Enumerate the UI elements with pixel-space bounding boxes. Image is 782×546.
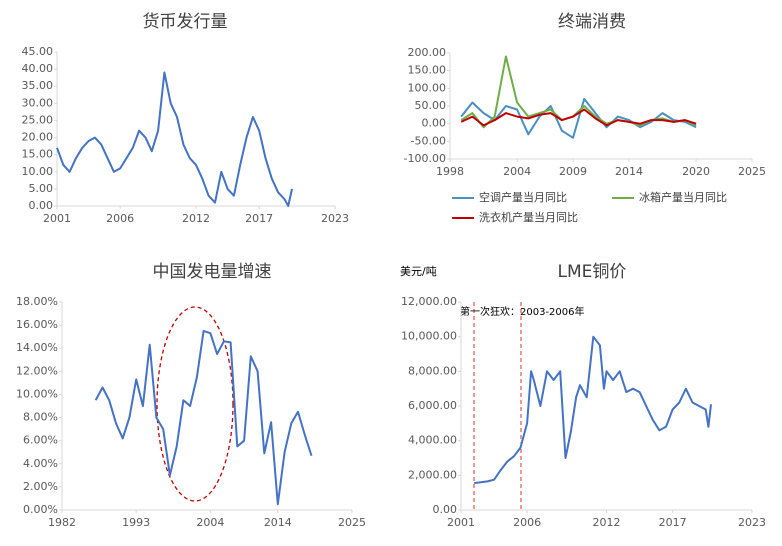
y-tick-label: 16.00% (16, 318, 58, 331)
x-tick-label: 2023 (738, 516, 766, 529)
y-tick-label: 5.00 (29, 182, 54, 195)
y-tick-label: 0.00 (433, 503, 458, 516)
line (474, 335, 712, 485)
y-tick-label: 0.00 (422, 117, 447, 130)
line (460, 108, 697, 127)
y-tick-label: 30.00 (22, 96, 54, 109)
y-tick-label: 45.00 (22, 45, 54, 58)
y-tick-label: 8.00% (23, 411, 58, 424)
x-tick-label: 2012 (593, 516, 621, 529)
y-tick-label: 10,000.00 (401, 330, 457, 343)
y-tick-label: 4,000.00 (408, 434, 457, 447)
legend-label: 冰箱产量当月同比 (639, 190, 727, 204)
x-tick-label: 2025 (338, 516, 366, 529)
y-tick-label: 14.00% (16, 341, 58, 354)
y-tick-label: 4.00% (23, 457, 58, 470)
annotation: 第一次狂欢：2003-2006年 (460, 305, 585, 318)
y-tick-label: 2.00% (23, 480, 58, 493)
x-tick-label: 1993 (122, 516, 150, 529)
x-tick-label: 2004 (196, 516, 224, 529)
y-tick-label: 10.00 (22, 165, 54, 178)
y-tick-label: -100.00 (404, 152, 446, 165)
y-tick-label: 20.00 (22, 131, 54, 144)
y-tick-label: 25.00 (22, 113, 54, 126)
y-tick-label: 8,000.00 (408, 364, 457, 377)
y-tick-label: 12,000.00 (401, 295, 457, 308)
x-tick-label: 2004 (503, 165, 531, 178)
x-tick-label: 1982 (48, 516, 76, 529)
x-tick-label: 2006 (513, 516, 541, 529)
y-tick-label: 150.00 (408, 64, 447, 77)
y-tick-label: 100.00 (408, 81, 447, 94)
chart-title: 货币发行量 (143, 12, 228, 32)
x-tick-label: 2001 (43, 212, 71, 225)
line (56, 71, 293, 207)
y-tick-label: 12.00% (16, 364, 58, 377)
x-tick-label: 2012 (182, 212, 210, 225)
y-tick-label: 18.00% (16, 295, 58, 308)
y-tick-label: 0.00 (29, 199, 54, 212)
y-tick-label: 6.00% (23, 434, 58, 447)
chart-title: LME铜价 (558, 262, 627, 282)
y-tick-label: -50.00 (411, 134, 446, 147)
y-tick-label: 40.00 (22, 62, 54, 75)
chart-title: 终端消费 (558, 12, 626, 32)
x-tick-label: 2014 (615, 165, 643, 178)
highlight-ellipse (156, 306, 234, 502)
chart-title: 中国发电量增速 (153, 262, 272, 282)
line (94, 329, 313, 506)
x-tick-label: 2020 (682, 165, 710, 178)
y-tick-label: 0.00% (23, 503, 58, 516)
y-tick-label: 50.00 (415, 99, 447, 112)
y-tick-label: 2,000.00 (408, 468, 457, 481)
x-tick-label: 2001 (447, 516, 475, 529)
y-tick-label: 10.00% (16, 387, 58, 400)
x-tick-label: 2017 (245, 212, 273, 225)
x-tick-label: 2014 (264, 516, 292, 529)
x-tick-label: 2023 (321, 212, 349, 225)
line (460, 97, 697, 139)
x-tick-label: 1998 (436, 165, 464, 178)
x-tick-label: 2009 (559, 165, 587, 178)
legend-label: 空调产量当月同比 (479, 190, 567, 204)
y-tick-label: 200.00 (408, 46, 447, 59)
y-tick-label: 15.00 (22, 148, 54, 161)
y-tick-label: 35.00 (22, 79, 54, 92)
y-tick-label: 6,000.00 (408, 399, 457, 412)
x-tick-label: 2006 (106, 212, 134, 225)
y-unit-label: 美元/吨 (400, 265, 437, 278)
legend-label: 洗衣机产量当月同比 (479, 210, 578, 224)
x-tick-label: 2025 (738, 165, 766, 178)
x-tick-label: 2017 (659, 516, 687, 529)
